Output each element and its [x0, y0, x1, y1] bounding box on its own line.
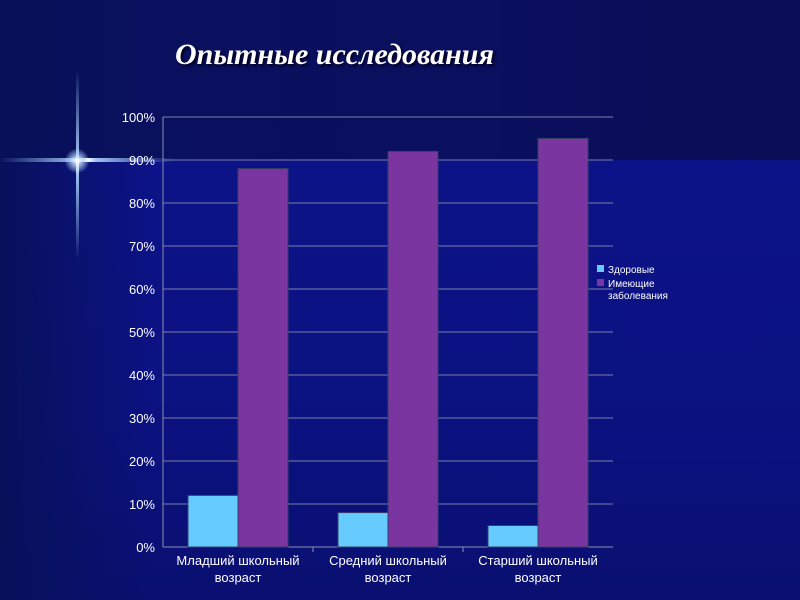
- background-left-shade: [0, 0, 150, 600]
- x-category-label: Младший школьный: [176, 553, 299, 568]
- y-tick-label: 20%: [129, 454, 155, 469]
- legend-swatch: [597, 279, 604, 286]
- x-category-label: Старший школьный: [478, 553, 598, 568]
- y-tick-label: 100%: [122, 110, 156, 125]
- y-tick-label: 70%: [129, 239, 155, 254]
- y-tick-label: 80%: [129, 196, 155, 211]
- y-tick-label: 30%: [129, 411, 155, 426]
- x-category-label: возраст: [215, 570, 262, 585]
- x-category-label: Средний школьный: [329, 553, 447, 568]
- bar: [387, 150, 439, 548]
- legend-label: Имеющие: [608, 279, 655, 290]
- y-tick-label: 50%: [129, 325, 155, 340]
- legend-label: Здоровые: [608, 265, 655, 276]
- light-flare-core: [65, 149, 89, 173]
- bar: [537, 138, 589, 548]
- bar: [487, 525, 539, 548]
- legend-label: заболевания: [608, 290, 668, 302]
- bar: [337, 512, 389, 548]
- x-category-label: возраст: [515, 570, 562, 585]
- y-tick-label: 60%: [129, 282, 155, 297]
- bar: [237, 168, 289, 548]
- legend-swatch: [597, 265, 604, 272]
- y-tick-label: 0%: [136, 540, 155, 555]
- bar: [187, 494, 239, 548]
- y-tick-label: 90%: [129, 153, 155, 168]
- x-category-label: возраст: [365, 570, 412, 585]
- slide-title: Опытные исследования: [175, 38, 494, 71]
- y-tick-label: 40%: [129, 368, 155, 383]
- y-tick-label: 10%: [129, 497, 155, 512]
